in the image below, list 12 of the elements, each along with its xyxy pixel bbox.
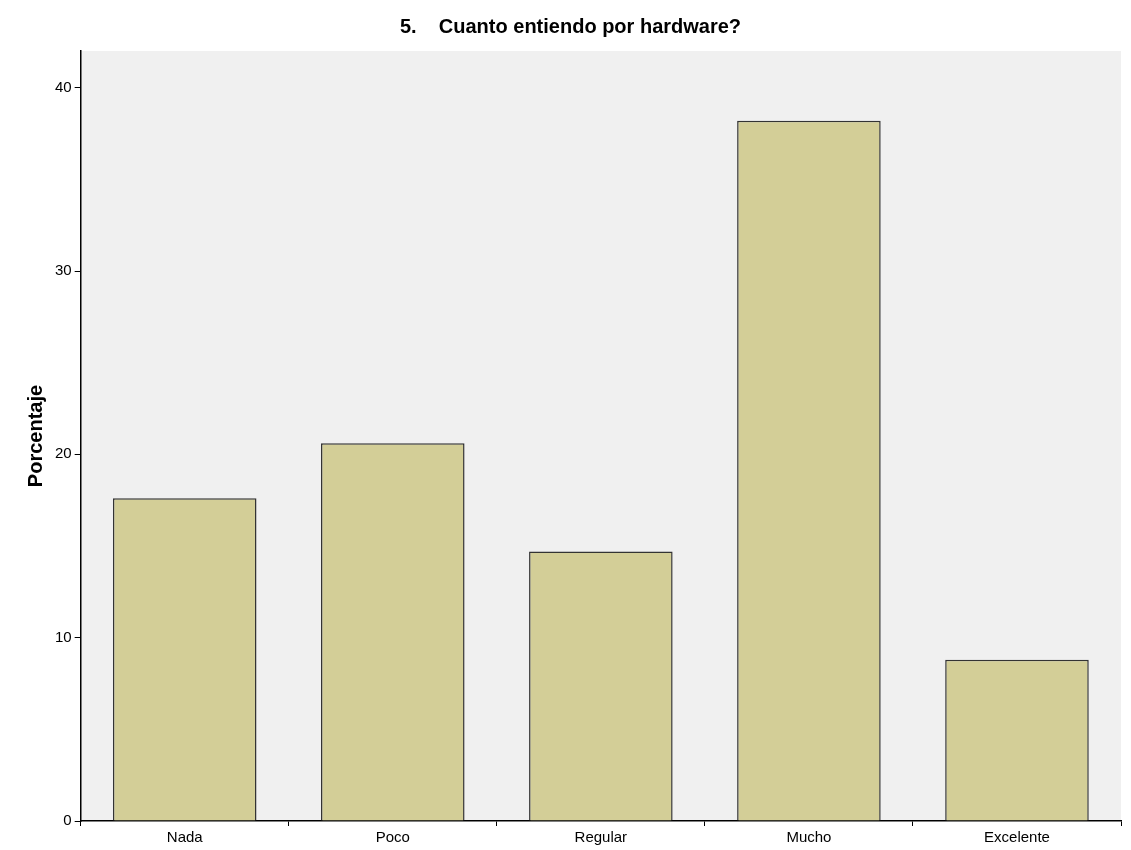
chart-title: 5. Cuanto entiendo por hardware? — [399, 14, 742, 37]
y-tick-label: 30 — [55, 261, 72, 279]
y-axis-title: Porcentaje — [23, 384, 46, 488]
x-tick-label: Nada — [166, 828, 204, 846]
y-tick-label: 20 — [55, 444, 72, 462]
y-tick-label: 10 — [55, 627, 72, 645]
y-tick-label: 40 — [55, 77, 72, 95]
x-tick-label: Mucho — [786, 828, 832, 846]
x-tick-label: Poco — [375, 828, 410, 846]
x-tick-label: Regular — [574, 828, 628, 846]
y-tick-label: 0 — [63, 811, 72, 829]
x-tick-label: Excelente — [984, 828, 1050, 846]
